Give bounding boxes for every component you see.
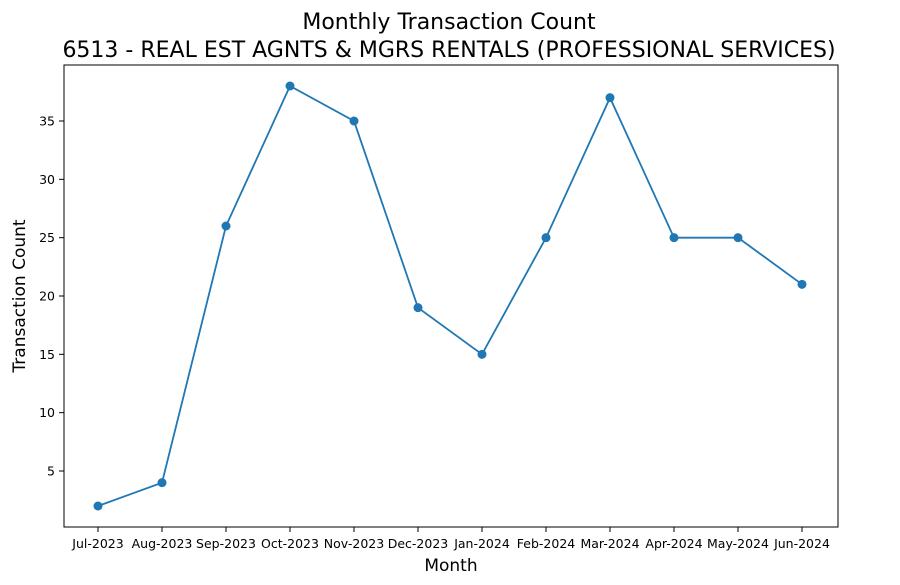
y-tick-label: 10 <box>39 405 55 420</box>
data-point <box>221 221 231 231</box>
y-tick-label: 20 <box>39 289 55 304</box>
x-tick-label: Apr-2024 <box>645 536 702 551</box>
y-tick-label: 5 <box>47 464 55 479</box>
x-tick-label: Dec-2023 <box>388 536 449 551</box>
y-axis-ticks: 5 10 15 20 25 30 35 <box>39 114 64 479</box>
x-axis-ticks: Jul-2023 Aug-2023 Sep-2023 Oct-2023 Nov-2023… <box>71 527 830 551</box>
y-tick-label: 25 <box>39 230 55 245</box>
data-point <box>733 233 743 243</box>
data-point <box>477 349 487 359</box>
x-tick-label: Feb-2024 <box>517 536 576 551</box>
data-point <box>349 116 359 126</box>
data-point <box>605 93 615 103</box>
y-axis-label: Transaction Count <box>10 219 30 373</box>
data-point <box>797 279 807 289</box>
y-tick-label: 35 <box>39 114 55 129</box>
y-tick-label: 15 <box>39 347 55 362</box>
data-point <box>669 233 679 243</box>
x-tick-label: Mar-2024 <box>580 536 639 551</box>
series-points <box>93 81 807 511</box>
x-axis-label: Month <box>424 556 477 576</box>
chart-subtitle: 6513 - REAL EST AGNTS & MGRS RENTALS (PR… <box>62 38 835 63</box>
y-tick-label: 30 <box>39 172 55 187</box>
plot-area <box>63 64 839 528</box>
x-tick-label: Jan-2024 <box>453 536 510 551</box>
series-line <box>97 84 803 507</box>
x-tick-label: Sep-2023 <box>196 536 256 551</box>
data-point <box>285 81 295 91</box>
x-tick-label: Jun-2024 <box>773 536 830 551</box>
x-tick-label: May-2024 <box>707 536 769 551</box>
data-point <box>413 303 423 313</box>
x-tick-label: Jul-2023 <box>71 536 123 551</box>
chart-title: Monthly Transaction Count <box>302 10 596 35</box>
data-point <box>93 501 103 511</box>
x-tick-label: Aug-2023 <box>132 536 193 551</box>
x-tick-label: Oct-2023 <box>261 536 319 551</box>
data-point <box>541 233 551 243</box>
data-point <box>157 478 167 488</box>
x-tick-label: Nov-2023 <box>324 536 384 551</box>
